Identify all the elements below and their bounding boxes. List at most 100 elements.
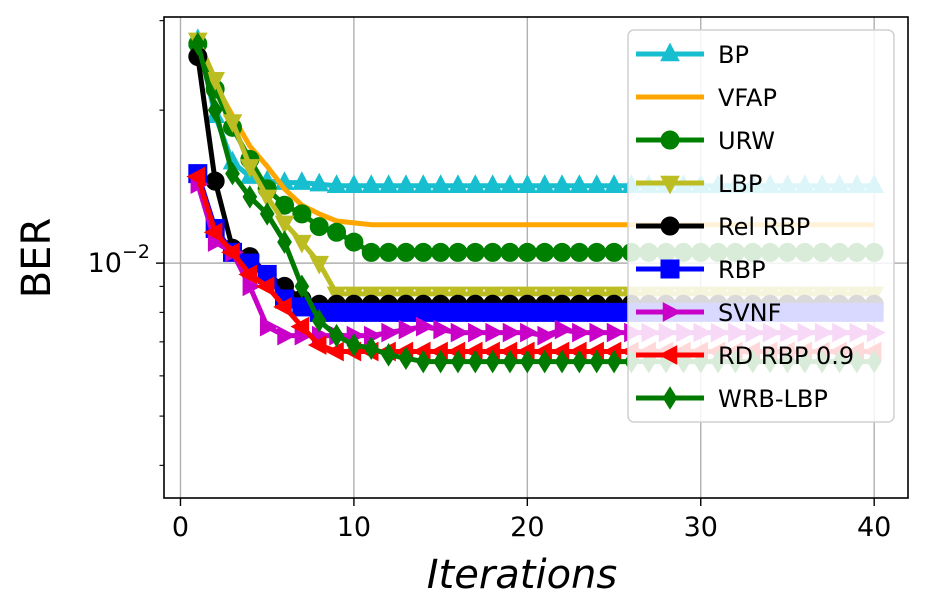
data-point-urw — [587, 242, 607, 262]
legend-marker-rd-rbp-0-9 — [658, 345, 678, 365]
data-point-svnf — [485, 322, 505, 343]
legend-label-urw: URW — [718, 127, 775, 155]
data-point-svnf — [589, 322, 609, 343]
data-point-svnf — [433, 319, 453, 340]
data-point-wrb-lbp — [537, 349, 553, 374]
data-point-wrb-lbp — [572, 349, 587, 374]
data-point-wrb-lbp — [415, 349, 431, 374]
data-point-wrb-lbp — [554, 349, 570, 374]
data-point-bp — [448, 174, 468, 193]
legend-marker-rbp — [660, 259, 680, 279]
data-point-wrb-lbp — [589, 349, 605, 374]
data-point-wrb-lbp — [242, 185, 258, 209]
data-point-rd-rbp-0-9 — [273, 297, 292, 317]
data-point-svnf — [450, 322, 470, 343]
data-point-svnf — [468, 322, 487, 343]
legend-label-rbp: RBP — [718, 256, 766, 284]
data-point-bp — [604, 174, 624, 193]
x-tick-label: 30 — [684, 512, 718, 543]
legend-entry-wrb-lbp: WRB-LBP — [636, 385, 828, 413]
data-point-wrb-lbp — [363, 336, 379, 360]
data-point-bp — [361, 174, 382, 193]
data-point-wrb-lbp — [329, 323, 344, 348]
data-point-lbp — [257, 189, 278, 209]
data-point-bp — [482, 174, 503, 193]
data-point-wrb-lbp — [259, 202, 275, 226]
data-point-svnf — [537, 325, 557, 346]
data-point-urw — [413, 242, 433, 262]
legend-entry-lbp: LBP — [636, 170, 762, 198]
legend-entry-rd-rbp-0-9: RD RBP 0.9 — [636, 342, 854, 370]
data-point-urw — [500, 242, 520, 262]
legend: BP VFAP URW LBP Rel RBP RBP SVNF RD RBP 0.9 WRB-… — [627, 29, 895, 423]
data-point-lbp — [274, 215, 295, 235]
data-point-svnf — [554, 319, 574, 340]
data-point-rd-rbp-0-9 — [186, 166, 206, 187]
data-point-bp — [344, 174, 364, 193]
data-point-urw — [292, 204, 312, 224]
y-tick-label: 10−2 — [88, 241, 150, 279]
data-point-svnf — [606, 322, 626, 343]
data-point-rbp — [552, 302, 572, 322]
data-point-svnf — [416, 316, 435, 337]
data-point-bp — [413, 174, 434, 193]
data-point-bp — [430, 174, 451, 193]
data-point-bp — [292, 171, 312, 190]
data-point-svnf — [259, 316, 279, 337]
legend-label-rd-rbp-0-9: RD RBP 0.9 — [718, 342, 854, 370]
data-point-rbp — [379, 302, 399, 322]
data-point-urw — [327, 222, 347, 242]
data-point-rbp — [517, 302, 537, 322]
x-tick-label: 40 — [857, 512, 891, 543]
data-point-rd-rbp-0-9 — [290, 316, 310, 337]
y-tick-label-exponent: −2 — [122, 241, 150, 263]
data-point-urw — [431, 242, 451, 262]
data-point-bp — [517, 174, 538, 193]
data-point-rbp — [327, 302, 347, 322]
data-point-rd-rbp-0-9 — [221, 242, 240, 263]
legend-marker-urw — [660, 130, 680, 150]
x-tick-label: 0 — [172, 512, 189, 543]
data-point-bp — [534, 174, 555, 193]
data-point-rbp — [396, 302, 416, 322]
data-point-rbp — [361, 302, 381, 322]
legend-marker-bp — [660, 42, 680, 62]
data-point-svnf — [398, 319, 418, 340]
data-point-bp — [378, 174, 399, 193]
data-point-wrb-lbp — [450, 349, 466, 374]
data-point-wrb-lbp — [606, 349, 622, 374]
data-point-svnf — [277, 325, 296, 346]
legend-entry-urw: URW — [636, 127, 775, 155]
y-tick-label-base: 10 — [88, 248, 122, 279]
data-point-rd-rbp-0-9 — [238, 264, 258, 285]
data-point-urw — [517, 242, 537, 262]
data-point-rbp — [483, 302, 503, 322]
data-point-urw — [309, 217, 329, 237]
data-point-bp — [552, 174, 572, 193]
data-point-urw — [535, 242, 555, 262]
data-point-urw — [344, 232, 364, 252]
data-point-lbp — [240, 159, 260, 178]
legend-label-bp: BP — [718, 41, 749, 69]
data-point-bp — [586, 174, 607, 193]
data-point-svnf — [572, 322, 591, 343]
data-point-bp — [326, 174, 347, 193]
legend-marker-svnf — [662, 302, 682, 322]
data-point-urw — [448, 242, 468, 262]
data-point-wrb-lbp — [207, 98, 223, 122]
legend-marker-wrb-lbp — [662, 386, 678, 410]
data-point-svnf — [381, 322, 401, 343]
data-point-lbp — [292, 234, 312, 254]
legend-label-vfap: VFAP — [718, 84, 777, 112]
data-point-bp — [500, 174, 520, 193]
data-point-rd-rbp-0-9 — [307, 335, 327, 355]
data-point-lbp — [222, 114, 243, 133]
data-point-svnf — [242, 276, 262, 297]
legend-box — [627, 29, 895, 423]
legend-entry-bp: BP — [636, 41, 749, 69]
data-point-rbp — [431, 302, 451, 322]
legend-label-wrb-lbp: WRB-LBP — [718, 385, 828, 413]
data-point-wrb-lbp — [467, 349, 483, 374]
data-point-urw — [552, 242, 572, 262]
